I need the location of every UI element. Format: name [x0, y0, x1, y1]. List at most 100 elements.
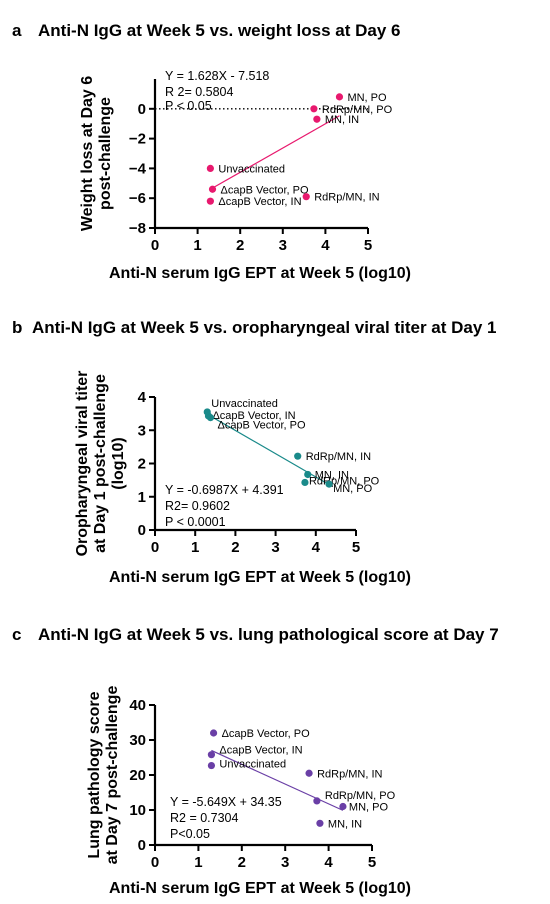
- x-tick-label: 1: [194, 854, 202, 871]
- y-axis-title: Lung pathology score: [86, 691, 103, 858]
- x-tick-label: 3: [271, 539, 279, 556]
- data-point: [313, 115, 321, 123]
- data-point: [305, 769, 313, 777]
- chart-panel-a: a Anti-N IgG at Week 5 vs. weight loss at…: [12, 21, 411, 282]
- y-tick-label: 30: [129, 732, 146, 749]
- x-tick-label: 0: [151, 539, 159, 556]
- y-axis-title: at Day 7 post-challenge: [104, 686, 121, 865]
- y-axis-title: post-challenge: [97, 97, 114, 210]
- data-point: [302, 193, 310, 201]
- chart-title: Anti-N IgG at Week 5 vs. oropharyngeal v…: [32, 318, 497, 337]
- data-point: [206, 414, 215, 422]
- regression-stat: P<0.05: [170, 827, 210, 841]
- data-point: [206, 197, 214, 205]
- data-point-label: ΔcapB Vector, IN: [212, 410, 295, 422]
- data-point-label: Unvaccinated: [218, 163, 285, 175]
- chart-panel-b: b Anti-N IgG at Week 5 vs. oropharyngeal …: [12, 318, 497, 586]
- y-axis-title: at Day 1 post-challenge: [92, 374, 109, 553]
- regression-stat: Y = -0.6987X + 4.391: [165, 483, 284, 497]
- regression-stat: P < 0.05: [165, 99, 212, 113]
- data-point: [206, 164, 214, 172]
- data-point-label: ΔcapB Vector, PO: [222, 728, 311, 740]
- data-point: [304, 470, 312, 479]
- x-tick-label: 5: [352, 539, 360, 556]
- data-point-label: MN, PO: [333, 483, 373, 495]
- x-tick-label: 2: [236, 237, 244, 254]
- x-tick-label: 1: [193, 237, 201, 254]
- x-tick-label: 0: [151, 854, 159, 871]
- y-tick-label: −4: [129, 160, 147, 177]
- y-tick-label: 10: [129, 802, 146, 819]
- data-point: [313, 797, 321, 805]
- data-point-label: Unvaccinated: [219, 759, 286, 771]
- data-point-label: RdRp/MN, IN: [306, 451, 371, 463]
- chart-title: Anti-N IgG at Week 5 vs. lung pathologic…: [38, 625, 499, 644]
- data-point: [310, 105, 318, 113]
- x-tick-label: 3: [281, 854, 289, 871]
- x-tick-label: 2: [231, 539, 239, 556]
- data-point: [335, 93, 344, 101]
- y-tick-label: −6: [129, 190, 146, 207]
- panel-letter: b: [12, 318, 22, 337]
- regression-stat: P < 0.0001: [165, 515, 226, 529]
- data-point-label: ΔcapB Vector, IN: [219, 745, 302, 757]
- x-tick-label: 4: [312, 539, 321, 556]
- data-point: [325, 480, 333, 488]
- y-tick-label: 20: [129, 767, 146, 784]
- data-point-label: MN, IN: [325, 114, 359, 126]
- data-point: [207, 761, 216, 770]
- y-tick-label: −8: [129, 220, 146, 237]
- y-tick-label: 2: [138, 456, 146, 473]
- data-point-label: MN, IN: [328, 818, 362, 830]
- y-axis-title: (log10): [110, 437, 127, 489]
- data-point-label: MN, IN: [315, 469, 349, 481]
- data-point: [339, 802, 347, 811]
- x-tick-label: 0: [151, 237, 159, 254]
- regression-stat: Y = -5.649X + 34.35: [170, 795, 282, 809]
- y-tick-label: 0: [138, 101, 146, 118]
- regression-stat: R2 = 0.7304: [170, 811, 239, 825]
- data-point: [208, 185, 217, 193]
- y-tick-label: 0: [138, 837, 146, 854]
- data-point: [301, 478, 309, 487]
- regression-stat: Y = 1.628X - 7.518: [165, 69, 269, 83]
- y-tick-label: 4: [138, 389, 147, 406]
- panel-letter: c: [12, 625, 21, 644]
- regression-stat: R2= 0.9602: [165, 499, 230, 513]
- panel-letter: a: [12, 21, 22, 40]
- data-point: [207, 751, 216, 759]
- x-axis-title: Anti-N serum IgG EPT at Week 5 (log10): [109, 880, 411, 897]
- data-point: [209, 729, 218, 737]
- regression-line: [211, 749, 344, 811]
- x-tick-label: 1: [191, 539, 199, 556]
- x-tick-label: 4: [321, 237, 330, 254]
- chart-panel-c: c Anti-N IgG at Week 5 vs. lung pathologi…: [12, 625, 499, 897]
- x-tick-label: 2: [238, 854, 246, 871]
- data-point-label: Unvaccinated: [211, 398, 278, 410]
- regression-line: [210, 115, 340, 190]
- y-tick-label: 3: [138, 422, 146, 439]
- y-tick-label: −2: [129, 131, 146, 148]
- x-axis-title: Anti-N serum IgG EPT at Week 5 (log10): [109, 265, 411, 282]
- data-point-label: ΔcapB Vector, PO: [217, 420, 306, 432]
- regression-stat: R 2= 0.5804: [165, 85, 234, 99]
- data-point-label: MN, PO: [347, 92, 387, 104]
- data-point-label: ΔcapB Vector, IN: [218, 196, 301, 208]
- y-tick-label: 0: [138, 522, 146, 539]
- data-point-label: RdRp/MN, IN: [314, 192, 379, 204]
- x-tick-label: 5: [364, 237, 372, 254]
- x-axis-title: Anti-N serum IgG EPT at Week 5 (log10): [109, 569, 411, 586]
- data-point: [316, 819, 324, 827]
- x-tick-label: 3: [279, 237, 287, 254]
- data-point-label: RdRp/MN, PO: [325, 790, 396, 802]
- data-point: [294, 452, 302, 460]
- data-point-label: MN, PO: [349, 802, 389, 814]
- chart-title: Anti-N IgG at Week 5 vs. weight loss at …: [38, 21, 400, 40]
- y-axis-title: Oropharyngeal viral titer: [74, 371, 91, 557]
- data-point-label: ΔcapB Vector, PO: [221, 184, 310, 196]
- y-axis-title: Weight loss at Day 6: [79, 76, 96, 231]
- data-point-label: RdRp/MN, PO: [322, 104, 393, 116]
- x-tick-label: 4: [324, 854, 333, 871]
- y-tick-label: 40: [129, 697, 146, 714]
